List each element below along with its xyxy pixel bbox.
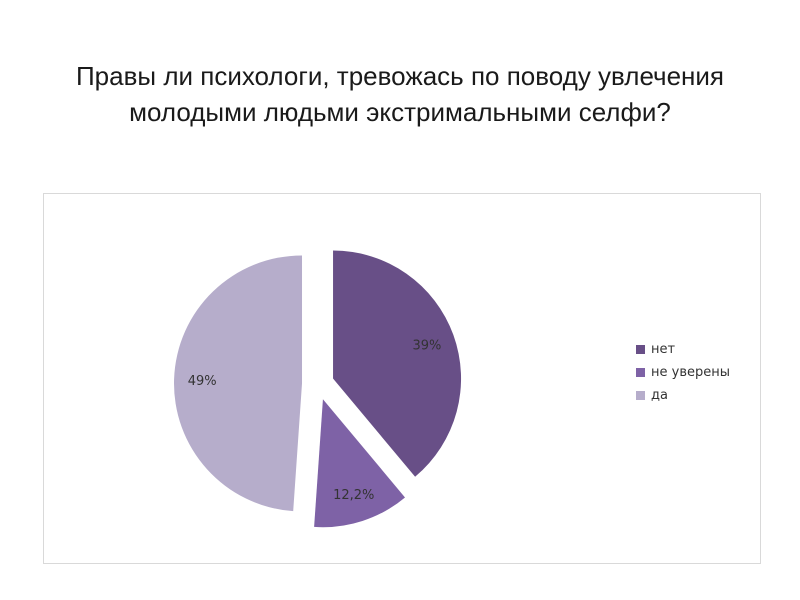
pie-data-labels: 39% 12,2% 49%: [188, 338, 442, 503]
legend-label: не уверены: [651, 365, 730, 380]
pie-chart: 39% 12,2% 49%: [174, 250, 462, 528]
data-label-ne-uvereny: 12,2%: [333, 488, 374, 503]
pie-slice-da: [174, 255, 303, 512]
chart-area: 39% 12,2% 49% нет не уверены да: [43, 193, 761, 564]
legend-label: нет: [651, 342, 676, 357]
pie-slice-ne-uvereny: [314, 399, 406, 528]
pie-slice-net: [333, 250, 462, 477]
legend-swatch: [636, 345, 645, 354]
legend-item-net: нет: [636, 338, 756, 361]
data-label-da: 49%: [188, 374, 217, 389]
data-label-net: 39%: [412, 338, 441, 353]
legend-swatch: [636, 368, 645, 377]
legend-label: да: [651, 388, 668, 403]
pie-slices: [174, 250, 462, 528]
legend-item-ne-uvereny: не уверены: [636, 361, 756, 384]
slide-title: Правы ли психологи, тревожась по поводу …: [75, 61, 725, 127]
legend-item-da: да: [636, 384, 756, 407]
legend-swatch: [636, 391, 645, 400]
chart-legend: нет не уверены да: [636, 338, 756, 407]
